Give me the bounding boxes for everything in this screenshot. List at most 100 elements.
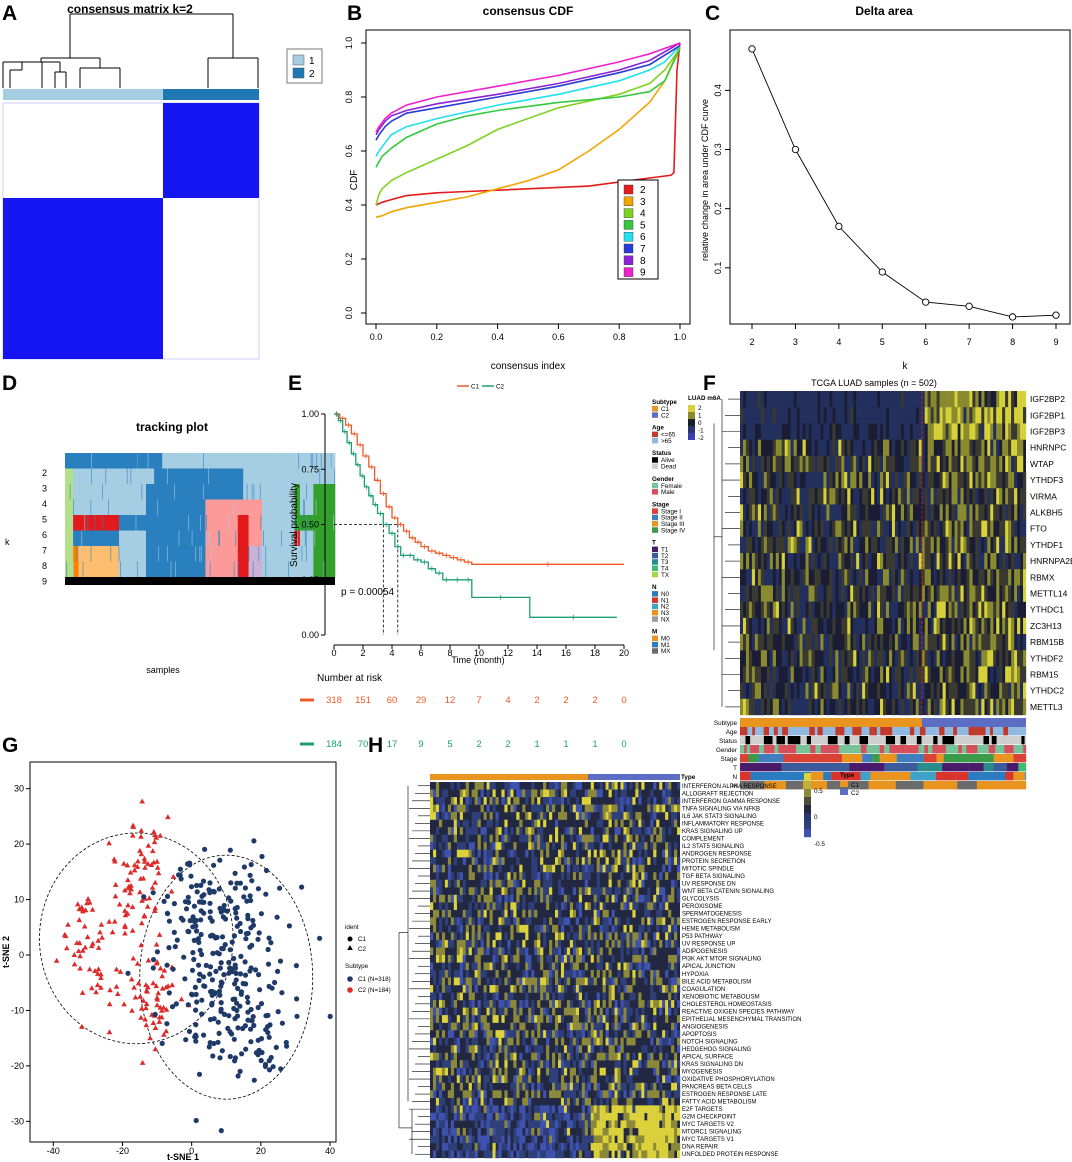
pathway-cell bbox=[626, 970, 630, 978]
m6a-cell bbox=[742, 407, 747, 424]
pathway-cell bbox=[647, 797, 651, 805]
m6a-annotation-cell bbox=[937, 781, 945, 790]
pathway-cell bbox=[519, 819, 523, 828]
pathway-cell bbox=[528, 902, 532, 911]
pathway-cell bbox=[584, 872, 588, 880]
tracking-noise-line bbox=[102, 515, 103, 531]
pathway-cell bbox=[537, 1105, 541, 1114]
pathway-cell bbox=[522, 1067, 526, 1076]
m6a-cell bbox=[742, 634, 747, 651]
pathway-cell bbox=[572, 842, 577, 850]
pathway-cell bbox=[608, 834, 612, 843]
m6a-cell bbox=[939, 472, 943, 489]
pathway-cell bbox=[572, 1060, 577, 1068]
pathway-cell bbox=[617, 804, 621, 813]
pathway-cell bbox=[465, 985, 469, 993]
tsne-point-c2 bbox=[124, 910, 131, 916]
m6a-cell bbox=[871, 601, 875, 618]
tracking-noise-line bbox=[301, 546, 303, 562]
pathway-cell bbox=[510, 827, 514, 835]
pathway-cell bbox=[477, 1082, 481, 1091]
m6a-cell bbox=[835, 666, 839, 683]
m6a-annotation-cell bbox=[744, 745, 747, 754]
km-y-tick-label: 0.75 bbox=[301, 464, 319, 474]
pathway-cell bbox=[635, 842, 639, 850]
tracking-noise-line bbox=[172, 484, 174, 500]
pathway-cell bbox=[465, 1097, 469, 1106]
m6a-cell bbox=[921, 666, 925, 683]
pathway-cell bbox=[626, 857, 630, 865]
pathway-cell bbox=[611, 1090, 615, 1099]
tsne-point-c2 bbox=[151, 839, 158, 845]
pathway-cell bbox=[575, 1022, 580, 1031]
pathway-cell bbox=[560, 1015, 565, 1023]
pathway-cell bbox=[492, 1000, 496, 1008]
pathway-cell bbox=[584, 1060, 588, 1068]
m6a-cell bbox=[1014, 682, 1018, 699]
pathway-cell bbox=[489, 834, 493, 843]
pathway-cell bbox=[465, 939, 469, 948]
m6a-cell bbox=[1023, 698, 1027, 716]
m6a-cell bbox=[936, 536, 940, 554]
m6a-cell bbox=[829, 455, 833, 473]
m6a-cell bbox=[847, 439, 851, 456]
pathway-cell bbox=[489, 819, 493, 828]
pathway-cell bbox=[629, 819, 633, 828]
m6a-cell bbox=[745, 634, 750, 651]
m6a-cell bbox=[990, 698, 994, 716]
pathway-cell bbox=[465, 962, 469, 971]
pathway-cell bbox=[629, 782, 633, 790]
pathway-cell bbox=[584, 1097, 588, 1106]
pathway-cell bbox=[599, 782, 603, 790]
pathway-cell bbox=[474, 1082, 478, 1091]
pathway-cell bbox=[584, 1007, 588, 1016]
pathway-cell bbox=[456, 970, 460, 978]
pathway-cell bbox=[632, 827, 636, 835]
m6a-cell bbox=[894, 391, 899, 408]
m6a-cell bbox=[975, 553, 979, 570]
m6a-cell bbox=[894, 650, 899, 667]
pathway-cell bbox=[599, 924, 603, 933]
pathway-cell bbox=[540, 1082, 544, 1091]
m6a-annotation-cell bbox=[827, 736, 834, 745]
m6a-cell bbox=[888, 536, 893, 554]
m6a-cell bbox=[808, 634, 812, 651]
pathway-cell bbox=[614, 782, 618, 790]
tsne-point-c2 bbox=[128, 976, 135, 982]
m6a-annotation-cell bbox=[923, 754, 937, 763]
tsne-point-c1 bbox=[238, 953, 244, 960]
pathway-cell bbox=[498, 1030, 502, 1038]
pathway-cell bbox=[626, 962, 630, 971]
pathway-cell bbox=[635, 812, 639, 820]
pathway-cell bbox=[584, 939, 588, 948]
pathway-cell bbox=[593, 834, 597, 843]
m6a-cell bbox=[939, 585, 943, 602]
delta-y-tick-label: 0.4 bbox=[713, 84, 723, 97]
m6a-cell bbox=[981, 472, 985, 489]
pathway-cell bbox=[647, 902, 651, 911]
m6a-cell bbox=[847, 520, 851, 537]
pathway-cell bbox=[480, 804, 484, 813]
pathway-cell bbox=[543, 894, 547, 903]
m6a-cell bbox=[748, 455, 753, 473]
pathway-row-dendrogram bbox=[398, 785, 430, 1155]
pathway-cell bbox=[483, 1015, 487, 1023]
m6a-cell bbox=[763, 407, 768, 424]
tsne-point-c2 bbox=[138, 1005, 145, 1011]
pathway-cell bbox=[674, 842, 678, 850]
m6a-cell bbox=[1020, 504, 1024, 521]
tsne-point-c1 bbox=[249, 878, 255, 884]
pathway-cell bbox=[510, 1052, 514, 1061]
pathway-cell bbox=[581, 842, 585, 850]
tsne-point-c1 bbox=[244, 994, 250, 1001]
m6a-cell bbox=[972, 666, 976, 683]
m6a-cell bbox=[915, 682, 919, 699]
pathway-cell bbox=[477, 834, 481, 843]
m6a-annotation-cell bbox=[874, 745, 880, 754]
km-x-tick-label: 4 bbox=[389, 648, 394, 658]
tracking-noise-line bbox=[91, 468, 92, 484]
pathway-cell bbox=[635, 947, 639, 956]
pathway-cell bbox=[656, 879, 660, 888]
m6a-cell bbox=[1014, 601, 1018, 618]
